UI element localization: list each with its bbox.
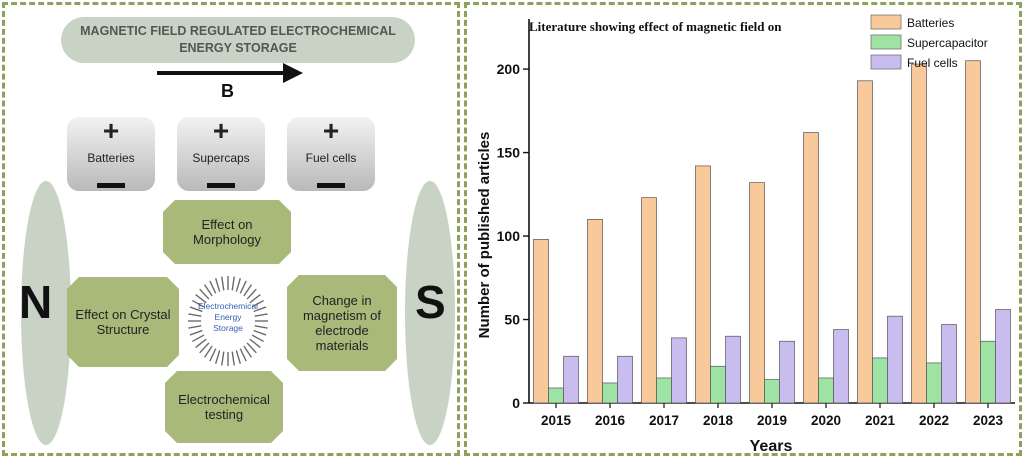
center-label: Electrochemical Energy Storage <box>185 301 271 334</box>
x-axis-label: Years <box>750 438 793 453</box>
x-tick-label: 2022 <box>919 413 949 428</box>
effect-crystal-box: Effect on Crystal Structure <box>67 277 179 367</box>
y-tick-label: 50 <box>504 312 520 328</box>
bar-supercapacitor-2018 <box>710 365 726 404</box>
bar-batteries-2019 <box>749 182 765 404</box>
north-pole <box>21 181 71 445</box>
diagram-panel: MAGNETIC FIELD REGULATED ELECTROCHEMICAL… <box>2 2 460 456</box>
battery-cell-supercaps: + Supercaps <box>177 117 265 191</box>
title-banner: MAGNETIC FIELD REGULATED ELECTROCHEMICAL… <box>61 17 415 63</box>
legend-swatch-supercapacitor <box>870 34 902 50</box>
bar-batteries-2017 <box>641 197 657 404</box>
banner-line-2: ENERGY STORAGE <box>179 41 297 55</box>
bar-fuel-cells-2018 <box>725 335 741 404</box>
x-tick-label: 2016 <box>595 413 626 428</box>
plus-icon: + <box>102 115 120 146</box>
y-axis-label: Number of published articles <box>476 132 493 339</box>
x-tick-label: 2023 <box>973 413 1004 428</box>
chart-panel: 0 50 100 150 200 2015 2016 2017 2018 2019 2020 2021… <box>464 2 1022 456</box>
effect-magnetism-text: Change in magnetism of electrode materia… <box>302 293 382 353</box>
center-line-3: Storage <box>213 323 243 333</box>
bar-supercapacitor-2017 <box>656 377 672 404</box>
x-tick-label: 2015 <box>541 413 572 428</box>
bar-fuel-cells-2017 <box>671 337 687 404</box>
bar-batteries-2016 <box>587 218 603 404</box>
bar-fuel-cells-2021 <box>887 315 903 404</box>
bar-fuel-cells-2015 <box>563 355 579 404</box>
bar-batteries-2018 <box>695 165 711 404</box>
bar-supercapacitor-2023 <box>980 340 996 404</box>
battery-cell-fuel-cells: + Fuel cells <box>287 117 375 191</box>
bar-fuel-cells-2022 <box>941 324 957 404</box>
x-tick-label: 2017 <box>649 413 679 428</box>
chart-title: Literature showing effect of magnetic fi… <box>529 19 782 34</box>
effect-testing-text: Electrochemical testing <box>178 392 270 422</box>
minus-icon <box>207 183 235 188</box>
minus-icon <box>317 183 345 188</box>
legend-label: Fuel cells <box>907 56 958 70</box>
x-tick-label: 2021 <box>865 413 896 428</box>
arrow-head-icon <box>283 63 303 83</box>
bar-fuel-cells-2019 <box>779 340 795 404</box>
bar-batteries-2015 <box>533 239 549 404</box>
effect-crystal-text: Effect on Crystal Structure <box>75 307 171 337</box>
cell-label: Supercaps <box>192 151 250 165</box>
effect-magnetism-box: Change in magnetism of electrode materia… <box>287 275 397 371</box>
legend-swatch-batteries <box>870 14 902 30</box>
legend-label: Supercapacitor <box>907 36 988 50</box>
bar-batteries-2020 <box>803 132 819 404</box>
y-tick-label: 100 <box>497 228 521 244</box>
south-pole <box>405 181 455 445</box>
cell-label: Batteries <box>87 151 135 165</box>
center-line-2: Energy <box>214 312 242 322</box>
banner-line-1: MAGNETIC FIELD REGULATED ELECTROCHEMICAL <box>80 24 396 38</box>
cell-label: Fuel cells <box>305 151 357 165</box>
effect-morphology-text: Effect on Morphology <box>193 217 261 247</box>
effect-testing-box: Electrochemical testing <box>165 371 283 443</box>
bar-batteries-2021 <box>857 80 873 404</box>
bar-batteries-2023 <box>965 60 981 404</box>
bar-supercapacitor-2015 <box>548 387 564 404</box>
y-tick-label: 200 <box>497 61 521 77</box>
bar-fuel-cells-2020 <box>833 329 849 404</box>
plus-icon: + <box>212 115 230 146</box>
y-tick-label: 0 <box>512 395 520 411</box>
bar-chart: 0 50 100 150 200 2015 2016 2017 2018 2019 2020 2021… <box>476 14 1015 453</box>
bar-supercapacitor-2021 <box>872 357 888 404</box>
south-pole-label: S <box>415 276 446 328</box>
plus-icon: + <box>322 115 340 146</box>
battery-cell-batteries: + Batteries <box>67 117 155 191</box>
bar-fuel-cells-2016 <box>617 355 633 404</box>
legend-swatch-fuel-cells <box>870 54 902 70</box>
legend-label: Batteries <box>907 16 954 30</box>
center-line-1: Electrochemical <box>198 301 258 311</box>
effect-morphology-box: Effect on Morphology <box>163 200 291 264</box>
magnetic-field-arrow <box>157 71 285 75</box>
x-tick-label: 2019 <box>757 413 787 428</box>
bar-supercapacitor-2022 <box>926 362 942 404</box>
bar-supercapacitor-2020 <box>818 377 834 404</box>
minus-icon <box>97 183 125 188</box>
energy-burst-icon <box>188 276 268 366</box>
x-tick-label: 2020 <box>811 413 841 428</box>
north-pole-label: N <box>19 276 53 328</box>
bar-fuel-cells-2023 <box>995 309 1011 404</box>
bar-supercapacitor-2016 <box>602 382 618 404</box>
field-label: B <box>221 81 234 101</box>
bar-supercapacitor-2019 <box>764 379 780 404</box>
x-tick-label: 2018 <box>703 413 734 428</box>
y-tick-label: 150 <box>497 145 521 161</box>
bar-batteries-2022 <box>911 63 927 404</box>
